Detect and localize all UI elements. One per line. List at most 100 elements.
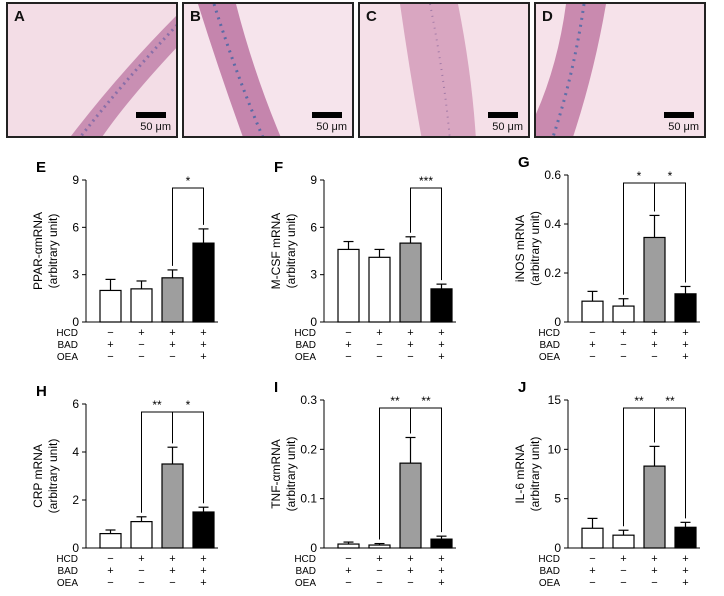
y-axis-label: (arbitrary unit): [284, 214, 298, 289]
condition-mark: +: [682, 565, 688, 577]
bar: [368, 256, 391, 323]
significance-label: **: [390, 394, 400, 408]
condition-mark: +: [438, 339, 444, 351]
panel-label: A: [14, 8, 25, 25]
y-tick-label: 0.6: [544, 168, 561, 182]
bar: [161, 463, 184, 549]
condition-mark: +: [682, 553, 688, 565]
condition-mark: +: [438, 553, 444, 565]
condition-mark: +: [682, 339, 688, 351]
condition-label: OEA: [57, 352, 78, 363]
bar: [337, 248, 360, 323]
condition-label: BAD: [57, 566, 78, 577]
panel-label: B: [190, 8, 201, 25]
panel-label: D: [542, 8, 553, 25]
condition-mark: +: [345, 339, 351, 351]
y-tick-label: 6: [72, 220, 79, 234]
micrograph-a: A 50 μm: [6, 2, 178, 138]
condition-mark: +: [682, 351, 688, 363]
condition-label: OEA: [295, 578, 316, 589]
condition-mark: +: [651, 553, 657, 565]
condition-label: HCD: [294, 554, 316, 565]
significance-label: *: [186, 174, 191, 188]
condition-mark: −: [345, 327, 351, 339]
condition-mark: −: [620, 577, 626, 589]
bar: [161, 277, 184, 323]
y-tick-label: 2: [72, 493, 79, 507]
condition-mark: +: [376, 327, 382, 339]
scale-bar: [312, 112, 342, 118]
condition-mark: +: [200, 565, 206, 577]
significance-label: *: [668, 169, 673, 183]
condition-label: HCD: [56, 554, 78, 565]
condition-mark: +: [407, 553, 413, 565]
condition-mark: −: [589, 327, 595, 339]
condition-mark: +: [107, 565, 113, 577]
bar: [99, 289, 122, 323]
condition-mark: +: [651, 339, 657, 351]
condition-mark: +: [438, 327, 444, 339]
y-tick-label: 0.1: [300, 492, 317, 506]
condition-label: BAD: [57, 340, 78, 351]
y-tick-label: 9: [310, 173, 317, 187]
scale-bar: [664, 112, 694, 118]
condition-mark: +: [200, 553, 206, 565]
significance-label: ***: [419, 174, 433, 188]
y-tick-label: 3: [310, 268, 317, 282]
significance-bracket: [410, 187, 442, 281]
condition-mark: −: [651, 351, 657, 363]
panel-label: E: [36, 159, 46, 176]
scale-bar-label: 50 μm: [668, 121, 699, 133]
condition-mark: +: [107, 339, 113, 351]
bar: [337, 543, 360, 549]
condition-mark: −: [138, 565, 144, 577]
condition-mark: −: [138, 577, 144, 589]
condition-mark: +: [138, 327, 144, 339]
condition-label: OEA: [539, 352, 560, 363]
y-axis-label: TNF-αmRNA: [269, 439, 283, 509]
significance-bracket: [654, 407, 686, 519]
y-tick-label: 0: [554, 541, 561, 555]
condition-mark: +: [438, 565, 444, 577]
bar: [674, 526, 697, 549]
y-tick-label: 0: [72, 315, 79, 329]
condition-mark: +: [682, 577, 688, 589]
condition-mark: −: [345, 351, 351, 363]
bar: [192, 511, 215, 549]
y-axis-label: M-CSF mRNA: [269, 213, 283, 290]
micrograph-b: B 50 μm: [182, 2, 354, 138]
bar: [399, 242, 422, 323]
condition-mark: +: [169, 565, 175, 577]
condition-mark: −: [407, 577, 413, 589]
micrograph-d: D 50 μm: [534, 2, 706, 138]
condition-label: BAD: [295, 340, 316, 351]
condition-mark: −: [107, 327, 113, 339]
bar: [581, 527, 604, 549]
condition-mark: +: [345, 565, 351, 577]
condition-mark: +: [407, 565, 413, 577]
condition-mark: +: [620, 553, 626, 565]
condition-mark: +: [200, 577, 206, 589]
significance-label: **: [152, 398, 162, 412]
condition-mark: −: [376, 351, 382, 363]
condition-mark: +: [169, 327, 175, 339]
y-axis-label: (arbitrary unit): [46, 214, 60, 289]
bar: [192, 242, 215, 323]
condition-mark: +: [200, 351, 206, 363]
y-axis-label: iNOS mRNA: [513, 215, 527, 282]
y-tick-label: 9: [72, 173, 79, 187]
condition-mark: +: [138, 553, 144, 565]
y-tick-label: 15: [548, 393, 562, 407]
panel-label: J: [518, 379, 526, 396]
bar: [130, 520, 153, 549]
micrograph-d-image: [536, 4, 704, 136]
condition-mark: +: [682, 327, 688, 339]
condition-mark: +: [200, 327, 206, 339]
condition-mark: −: [345, 577, 351, 589]
scale-bar-label: 50 μm: [316, 121, 347, 133]
condition-mark: −: [589, 577, 595, 589]
y-tick-label: 10: [548, 442, 562, 456]
condition-label: BAD: [295, 566, 316, 577]
condition-mark: +: [200, 339, 206, 351]
